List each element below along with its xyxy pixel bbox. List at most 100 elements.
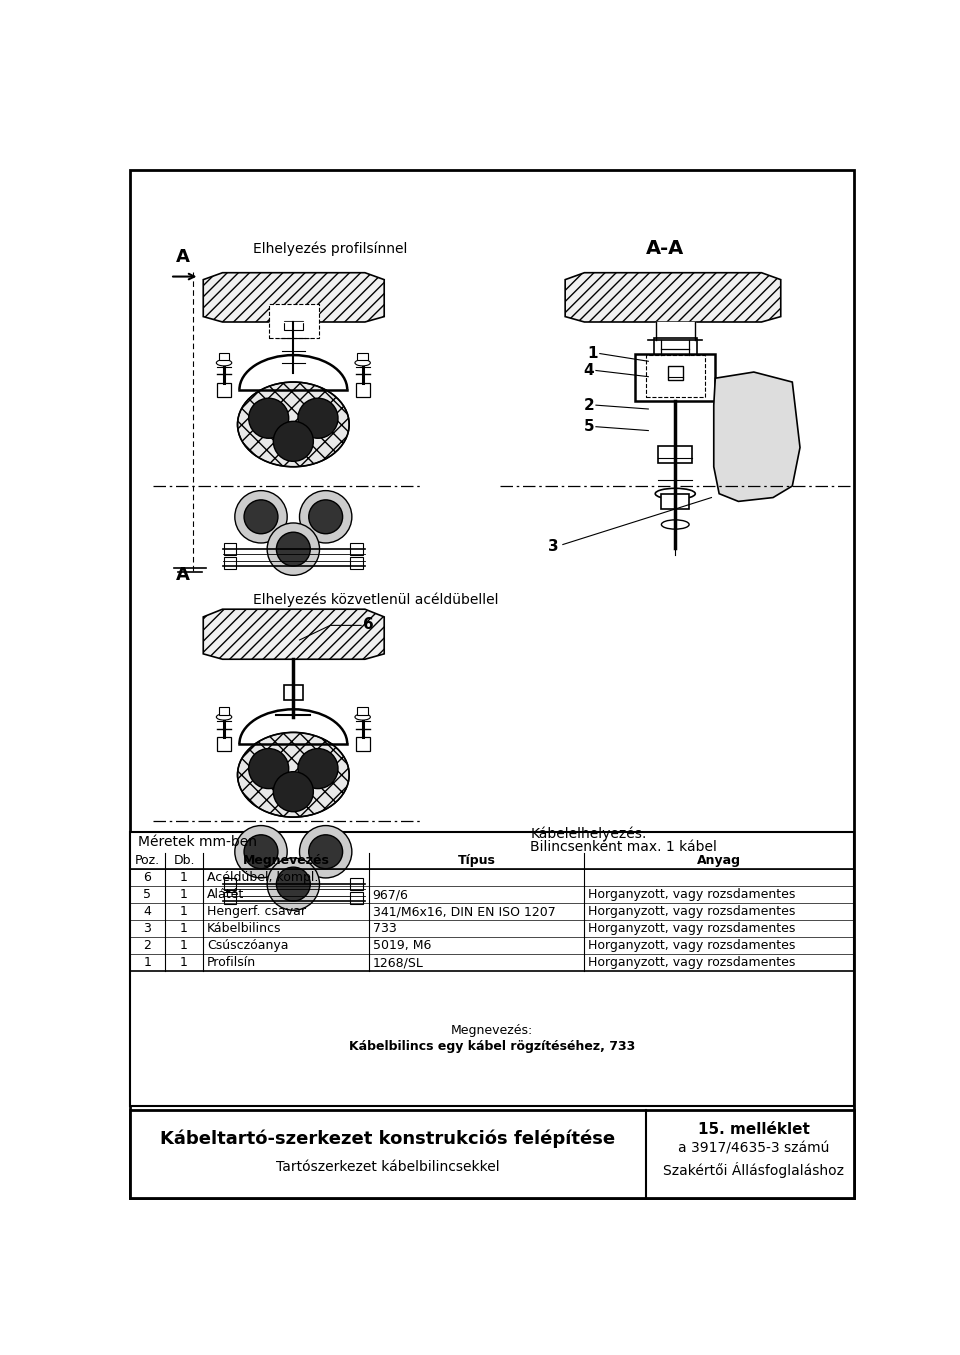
- Text: 6: 6: [364, 617, 374, 631]
- Text: Db.: Db.: [173, 855, 195, 867]
- Text: 4: 4: [584, 363, 594, 378]
- Text: Anyag: Anyag: [697, 855, 741, 867]
- Bar: [356, 383, 370, 397]
- Text: Horganyzott, vagy rozsdamentes: Horganyzott, vagy rozsdamentes: [588, 889, 796, 901]
- Ellipse shape: [237, 382, 349, 466]
- Text: Elhelyezés profilsínnel: Elhelyezés profilsínnel: [253, 241, 408, 256]
- Text: A-A: A-A: [646, 240, 684, 259]
- Ellipse shape: [355, 359, 371, 366]
- Text: Horganyzott, vagy rozsdamentes: Horganyzott, vagy rozsdamentes: [588, 905, 796, 919]
- Text: Kábeltartó-szerkezet konstrukciós felépítése: Kábeltartó-szerkezet konstrukciós felépí…: [160, 1130, 615, 1148]
- Text: 3: 3: [548, 538, 559, 554]
- Ellipse shape: [355, 714, 371, 720]
- Text: 1: 1: [180, 871, 188, 885]
- Text: Kábelelhelyezés:: Kábelelhelyezés:: [531, 827, 647, 841]
- Text: Alátét: Alátét: [207, 889, 245, 901]
- Text: Tartószerkezet kábelbilincsekkel: Tartószerkezet kábelbilincsekkel: [276, 1160, 500, 1175]
- Circle shape: [244, 500, 278, 534]
- Circle shape: [300, 825, 352, 878]
- Polygon shape: [565, 272, 780, 322]
- Circle shape: [309, 500, 343, 534]
- Bar: [659, 446, 692, 463]
- Text: 2: 2: [143, 939, 152, 953]
- Text: 1: 1: [143, 957, 152, 969]
- Bar: [284, 321, 302, 331]
- Bar: [224, 892, 236, 904]
- Text: A: A: [176, 565, 189, 584]
- Bar: [661, 493, 689, 509]
- Bar: [357, 707, 368, 714]
- Text: a 3917/4635-3 számú: a 3917/4635-3 számú: [678, 1141, 829, 1156]
- Circle shape: [235, 825, 287, 878]
- Circle shape: [300, 491, 352, 543]
- Circle shape: [249, 398, 289, 438]
- Text: 6: 6: [143, 871, 152, 885]
- Text: Horganyzott, vagy rozsdamentes: Horganyzott, vagy rozsdamentes: [588, 939, 796, 953]
- Bar: [654, 339, 697, 355]
- Text: Kábelbilincs: Kábelbilincs: [207, 923, 281, 935]
- Ellipse shape: [216, 714, 231, 720]
- Text: 1: 1: [588, 346, 598, 360]
- Bar: [269, 304, 319, 339]
- Text: 1: 1: [180, 923, 188, 935]
- Text: Elhelyezés közvetlenül acéldübellel: Elhelyezés közvetlenül acéldübellel: [253, 592, 499, 607]
- Text: 1: 1: [180, 939, 188, 953]
- Ellipse shape: [237, 733, 349, 817]
- Circle shape: [309, 835, 343, 869]
- Text: 5: 5: [584, 419, 594, 434]
- Text: Megnevezés:: Megnevezés:: [451, 1024, 533, 1038]
- Circle shape: [274, 771, 313, 812]
- Text: A: A: [176, 248, 189, 266]
- Text: 1: 1: [180, 957, 188, 969]
- Circle shape: [274, 421, 313, 461]
- Bar: [131, 832, 853, 1106]
- Ellipse shape: [656, 488, 695, 499]
- Ellipse shape: [661, 520, 689, 528]
- Text: 15. melléklet: 15. melléklet: [698, 1122, 809, 1137]
- Bar: [276, 322, 311, 339]
- Polygon shape: [713, 373, 800, 501]
- Bar: [357, 352, 368, 360]
- Bar: [219, 707, 229, 714]
- Bar: [284, 684, 302, 701]
- Text: Kábelbilincs egy kábel rögzítéséhez, 733: Kábelbilincs egy kábel rögzítéséhez, 733: [348, 1039, 636, 1053]
- Text: Poz.: Poz.: [134, 855, 160, 867]
- Text: 5019, M6: 5019, M6: [372, 939, 431, 953]
- Text: 733: 733: [372, 923, 396, 935]
- Text: 5: 5: [143, 889, 152, 901]
- Text: 4: 4: [143, 905, 152, 919]
- Bar: [219, 352, 229, 360]
- Text: Horganyzott, vagy rozsdamentes: Horganyzott, vagy rozsdamentes: [588, 923, 796, 935]
- Bar: [350, 878, 363, 890]
- Circle shape: [276, 867, 310, 901]
- Bar: [350, 557, 363, 569]
- Text: Méretek mm-ben: Méretek mm-ben: [138, 835, 257, 848]
- Bar: [131, 1110, 853, 1198]
- Bar: [350, 892, 363, 904]
- Bar: [667, 366, 683, 379]
- Text: Profilsín: Profilsín: [207, 957, 256, 969]
- Text: 2: 2: [584, 397, 594, 413]
- Polygon shape: [204, 272, 384, 322]
- Bar: [224, 543, 236, 556]
- Bar: [224, 557, 236, 569]
- Bar: [636, 354, 715, 401]
- Text: 1268/SL: 1268/SL: [372, 957, 423, 969]
- Bar: [217, 737, 231, 751]
- Ellipse shape: [216, 359, 231, 366]
- Text: Csúsczóanya: Csúsczóanya: [207, 939, 289, 953]
- Circle shape: [276, 533, 310, 566]
- Circle shape: [235, 491, 287, 543]
- Text: Bilincsenként max. 1 kábel: Bilincsenként max. 1 kábel: [531, 840, 717, 854]
- Text: 1: 1: [180, 889, 188, 901]
- Bar: [350, 543, 363, 556]
- Text: Megnevezés: Megnevezés: [243, 855, 329, 867]
- Bar: [356, 737, 370, 751]
- Text: 3: 3: [143, 923, 152, 935]
- Circle shape: [244, 835, 278, 869]
- Text: Acéldübel, kompl.: Acéldübel, kompl.: [207, 871, 319, 885]
- Text: Szakértői Állásfoglaláshoz: Szakértői Állásfoglaláshoz: [663, 1161, 844, 1177]
- Bar: [217, 383, 231, 397]
- Circle shape: [249, 748, 289, 789]
- Text: 967/6: 967/6: [372, 889, 409, 901]
